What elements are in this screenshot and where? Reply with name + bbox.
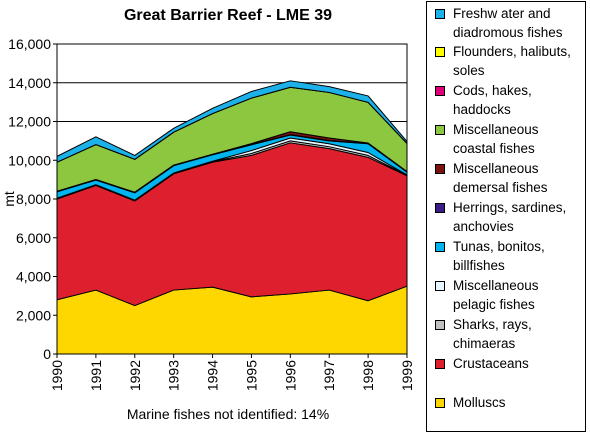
legend: Freshw ater and diadromous fishes Flounde… [426, 1, 586, 432]
legend-label: Molluscs [453, 395, 506, 410]
legend-label: Flounders, halibuts, soles [453, 44, 571, 78]
legend-swatch [435, 242, 445, 252]
chart-note: Marine fishes not identified: 14% [127, 406, 329, 422]
y-tick-label: 16,000 [8, 36, 51, 52]
legend-label: Herrings, sardines, anchovies [453, 200, 567, 234]
legend-label: Miscellaneous pelagic fishes [453, 278, 539, 312]
legend-label: Miscellaneous demersal fishes [453, 161, 548, 195]
legend-swatch [435, 281, 445, 291]
y-tick-label: 14,000 [8, 75, 51, 91]
y-tick-label: 10,000 [8, 152, 51, 168]
stacked-area-chart: Great Barrier Reef - LME 39 0 2,000 4,000 6… [1, 7, 415, 422]
y-tick-label: 6,000 [16, 230, 51, 246]
legend-swatch [435, 86, 445, 96]
y-tick-label: 4,000 [16, 269, 51, 285]
legend-label: Miscellaneous coastal fishes [453, 122, 539, 156]
x-tick-label: 1998 [360, 360, 376, 391]
y-tick-label: 2,000 [16, 307, 51, 323]
x-tick-label: 1994 [205, 360, 221, 391]
legend-label: Cods, hakes, haddocks [453, 83, 532, 117]
legend-label: Crustaceans [453, 356, 529, 371]
legend-swatch [435, 164, 445, 174]
x-axis: 1990 1991 1992 1993 1994 1995 1996 1997 1998 1999 [49, 354, 415, 391]
legend-swatch [435, 9, 445, 19]
x-tick-label: 1996 [282, 360, 298, 391]
legend-swatch [435, 203, 445, 213]
legend-label: Tunas, bonitos, billfishes [453, 239, 545, 273]
x-tick-label: 1997 [321, 360, 337, 391]
x-tick-label: 1999 [399, 360, 415, 391]
x-tick-label: 1993 [166, 360, 182, 391]
y-axis-label: mt [1, 191, 17, 207]
x-tick-label: 1992 [127, 360, 143, 391]
legend-swatch [435, 320, 445, 330]
chart-title: Great Barrier Reef - LME 39 [124, 7, 332, 24]
legend-swatch [435, 47, 445, 57]
y-tick-label: 12,000 [8, 114, 51, 130]
y-axis: 0 2,000 4,000 6,000 8,000 10,000 12,000 14,000 1… [8, 36, 57, 362]
legend-swatch [435, 359, 445, 369]
legend-label: Freshw ater and diadromous fishes [453, 6, 563, 40]
legend-label: Sharks, rays, chimaeras [453, 317, 532, 351]
y-tick-label: 0 [43, 346, 51, 362]
x-tick-label: 1991 [88, 360, 104, 391]
legend-swatch [435, 398, 445, 408]
y-tick-label: 8,000 [16, 191, 51, 207]
legend-swatch [435, 125, 445, 135]
x-tick-label: 1990 [49, 360, 65, 391]
x-tick-label: 1995 [243, 360, 259, 391]
